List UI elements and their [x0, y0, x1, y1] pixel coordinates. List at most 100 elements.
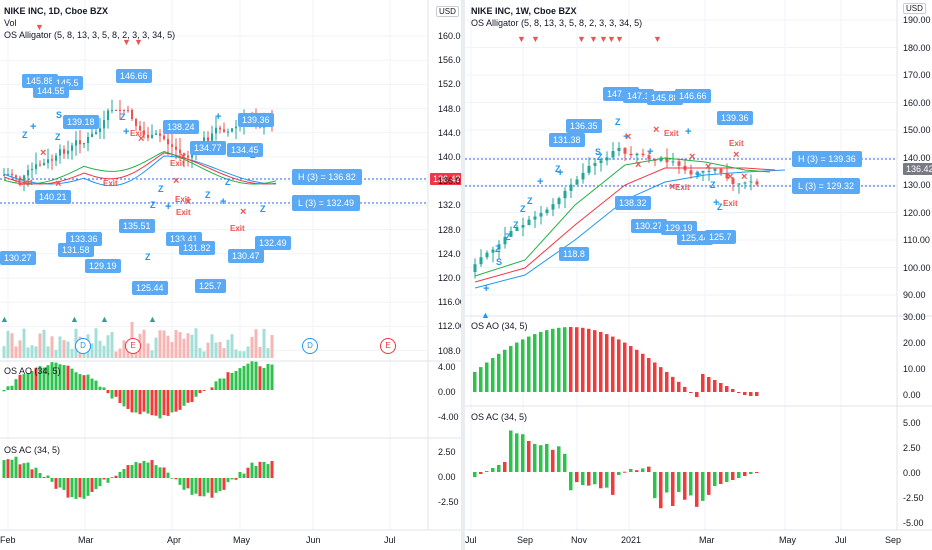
- daily-time-label: Apr: [167, 535, 182, 545]
- candle-body: [581, 172, 585, 180]
- ao-histogram-bar: [677, 381, 681, 392]
- candle-body: [665, 157, 669, 163]
- ac-histogram-bar: [166, 472, 170, 478]
- ac-histogram-bar: [533, 443, 537, 472]
- daily-volume-label[interactable]: Vol: [4, 18, 17, 28]
- weekly-price-callout: 125.7: [705, 230, 736, 244]
- daily-currency-badge[interactable]: USD: [436, 6, 459, 17]
- candle-body: [719, 168, 723, 173]
- ao-histogram-bar: [707, 377, 711, 392]
- ac-histogram-bar: [653, 472, 657, 499]
- candle-body: [235, 126, 237, 129]
- dividend-event-icon[interactable]: D: [75, 338, 91, 354]
- pane-divider[interactable]: [461, 0, 465, 550]
- ao-histogram-bar: [182, 390, 186, 406]
- z-marker: Z: [260, 204, 266, 214]
- candle-body: [509, 231, 513, 237]
- ao-histogram-bar: [605, 334, 609, 392]
- candle-body: [473, 264, 477, 272]
- volume-bar: [178, 332, 182, 358]
- volume-bar: [242, 351, 246, 358]
- volume-bar: [34, 346, 38, 358]
- dividend-event-icon[interactable]: D: [302, 338, 318, 354]
- candle-body: [515, 227, 519, 232]
- candle-body: [219, 127, 221, 130]
- weekly-alligator-label[interactable]: OS Alligator (5, 8, 13, 3, 5, 8, 2, 3, 3…: [471, 18, 643, 28]
- ac-histogram-bar: [617, 472, 621, 476]
- exit-x-marker: ×: [733, 149, 739, 161]
- weekly-price-callout: 146.66: [675, 89, 711, 103]
- ao-histogram-bar: [26, 373, 30, 390]
- ao-histogram-bar: [659, 367, 663, 392]
- volume-bar: [102, 345, 106, 358]
- volume-bar: [270, 335, 274, 358]
- z-marker: Z: [225, 177, 231, 187]
- exit-x-marker: ×: [625, 131, 631, 143]
- daily-ac-tick-label: 2.50: [438, 447, 456, 457]
- ao-histogram-bar: [6, 386, 10, 390]
- volume-bar: [254, 329, 258, 358]
- weekly-chart-canvas[interactable]: ▼ ▼ ▼ ▼ ▼ ▼ ▼ ▼▲ZZZZZZZZZZSS++++++++×××××××××Ex…: [465, 0, 932, 550]
- ac-histogram-bar: [545, 443, 549, 472]
- ao-histogram-bar: [599, 331, 603, 392]
- candle-body: [191, 154, 193, 158]
- weekly-ao-label[interactable]: OS AO (34, 5): [471, 321, 528, 331]
- ac-histogram-bar: [50, 478, 54, 482]
- ao-histogram-bar: [503, 349, 507, 392]
- daily-last-price-tag: 136.42: [430, 173, 461, 185]
- daily-ac-label[interactable]: OS AC (34, 5): [4, 445, 61, 455]
- candle-body: [701, 170, 705, 173]
- ao-histogram-bar: [689, 392, 693, 393]
- weekly-chart-pane[interactable]: ▼ ▼ ▼ ▼ ▼ ▼ ▼ ▼ ▲ Z Z Z Z Z Z Z Z Z Z S S + + + + + + + + × × × × × × × × × Ex…: [465, 0, 932, 550]
- exit-x-marker: ×: [741, 171, 747, 183]
- daily-price-callout: 144.55: [33, 84, 69, 98]
- daily-chart-pane[interactable]: ▼▼▼▲▲▲▲ZZZZZZZZZZS++++++×××××××ExitExitE…: [0, 0, 461, 550]
- ao-histogram-bar: [222, 378, 226, 390]
- earnings-event-icon[interactable]: E: [380, 338, 396, 354]
- candle-body: [635, 153, 639, 156]
- weekly-price-tick-label: 100.00: [903, 262, 931, 273]
- weekly-price-tick-label: 160.00: [903, 97, 931, 108]
- ac-histogram-bar: [138, 463, 142, 478]
- ac-histogram-bar: [146, 462, 150, 478]
- volume-bar: [198, 347, 202, 358]
- candle-body: [215, 127, 217, 134]
- candle-body: [59, 149, 61, 156]
- weekly-currency-badge[interactable]: USD: [903, 3, 926, 14]
- daily-price-callout: 125.44: [132, 281, 168, 295]
- down-arrow-icon: ▼: [607, 34, 616, 44]
- daily-ac-tick-label: -2.50: [438, 497, 459, 507]
- daily-ao-label[interactable]: OS AO (34, 5): [4, 366, 61, 376]
- weekly-symbol-title[interactable]: NIKE INC, 1W, Cboe BZX: [471, 6, 577, 16]
- volume-bar: [26, 347, 30, 358]
- weekly-price-callout: 130.27: [631, 219, 667, 233]
- z-marker: Z: [505, 232, 511, 242]
- candle-body: [641, 153, 645, 156]
- ac-histogram-bar: [605, 472, 609, 488]
- exit-text-marker: Exit: [175, 195, 190, 204]
- volume-bar: [66, 341, 70, 358]
- ac-histogram-bar: [270, 461, 274, 478]
- ac-histogram-bar: [563, 453, 567, 472]
- ao-histogram-bar: [86, 374, 90, 390]
- candle-body: [695, 172, 699, 175]
- ao-histogram-bar: [122, 390, 126, 407]
- weekly-ac-label[interactable]: OS AC (34, 5): [471, 412, 528, 422]
- earnings-event-icon[interactable]: E: [125, 338, 141, 354]
- weekly-time-label: Mar: [699, 535, 715, 545]
- ao-histogram-bar: [695, 392, 699, 398]
- daily-price-callout: 139.18: [63, 115, 99, 129]
- ao-histogram-bar: [238, 368, 242, 390]
- ao-histogram-bar: [198, 390, 202, 394]
- weekly-time-label: Jul: [835, 535, 847, 545]
- ao-histogram-bar: [266, 363, 270, 390]
- ao-histogram-bar: [126, 390, 130, 409]
- weekly-price-tick-label: 190.00: [903, 15, 931, 25]
- ao-histogram-bar: [617, 339, 621, 392]
- daily-alligator-label[interactable]: OS Alligator (5, 8, 13, 3, 5, 8, 2, 3, 3…: [4, 30, 176, 40]
- z-marker: Z: [55, 132, 61, 142]
- ac-histogram-bar: [62, 478, 66, 490]
- daily-symbol-title[interactable]: NIKE INC, 1D, Cboe BZX: [4, 6, 109, 16]
- volume-bar: [218, 341, 222, 358]
- candle-body: [47, 159, 49, 163]
